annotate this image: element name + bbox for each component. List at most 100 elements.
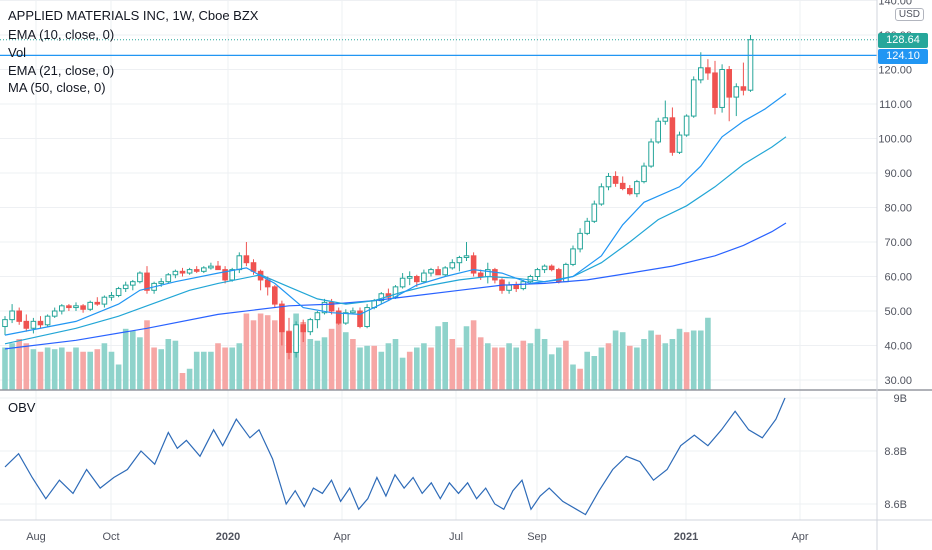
candle-body xyxy=(208,265,214,269)
candle-body xyxy=(428,269,434,274)
obv-line xyxy=(4,397,786,516)
volume-bar xyxy=(570,364,576,390)
candle-body xyxy=(87,301,94,310)
volume-bar xyxy=(676,328,683,390)
candle-body xyxy=(463,255,470,259)
candle-body xyxy=(243,255,250,264)
candle-body xyxy=(279,303,285,333)
volume-bar xyxy=(94,349,101,390)
price-tick-label: 120.00 xyxy=(878,65,912,77)
candle-body xyxy=(492,269,498,281)
candle-body xyxy=(193,269,200,272)
volume-bar xyxy=(627,345,633,390)
candle-body xyxy=(122,284,129,290)
volume-bar xyxy=(321,337,328,390)
volume-bar xyxy=(229,347,235,390)
volume-bar xyxy=(527,343,534,390)
price-tick-label: 100.00 xyxy=(878,134,912,146)
volume-bar xyxy=(307,339,314,390)
volume-bar xyxy=(421,343,427,390)
candle-body xyxy=(321,301,328,314)
candle-body xyxy=(144,272,150,291)
ma50-legend[interactable]: MA (50, close, 0) xyxy=(8,80,106,95)
candle-body xyxy=(2,319,8,328)
vol-legend[interactable]: Vol xyxy=(8,45,27,60)
volume-bar xyxy=(208,351,214,390)
volume-bar xyxy=(137,337,143,390)
last-price-tag: 128.64 xyxy=(878,33,928,48)
candle-body xyxy=(627,188,633,195)
volume-bar xyxy=(563,340,569,390)
volume-bar xyxy=(492,347,498,390)
volume-bar xyxy=(470,320,477,390)
price-tick-label: 40.00 xyxy=(884,341,912,353)
candle-body xyxy=(690,79,697,117)
volume-bar xyxy=(172,340,179,390)
volume-bar xyxy=(158,349,164,390)
volume-bar xyxy=(30,349,37,390)
volume-bar xyxy=(477,337,484,390)
volume-bar xyxy=(541,339,548,390)
volume-bar xyxy=(257,313,264,390)
volume-bar xyxy=(44,347,51,390)
indicator-lines xyxy=(0,39,877,516)
volume-bar xyxy=(520,340,527,390)
time-tick-label: Oct xyxy=(102,531,119,543)
candle-body xyxy=(343,312,349,324)
volume-bar xyxy=(435,326,441,390)
candle-body xyxy=(165,274,172,283)
volume-bar xyxy=(428,347,434,390)
candle-body xyxy=(534,269,541,278)
candle-body xyxy=(705,67,711,74)
price-tick-label: 70.00 xyxy=(884,237,912,249)
ma50-line xyxy=(4,222,787,350)
currency-badge[interactable]: USD xyxy=(894,8,924,21)
volume-bar xyxy=(577,368,583,390)
ema10-legend[interactable]: EMA (10, close, 0) xyxy=(8,27,115,42)
candle-body xyxy=(158,281,164,284)
volume-bar xyxy=(80,351,86,390)
candle-body xyxy=(66,305,72,309)
candle-body xyxy=(648,141,654,167)
volume-bar xyxy=(236,343,243,390)
volume-bar xyxy=(556,347,562,390)
candle-body xyxy=(350,310,356,314)
volume-bars xyxy=(2,309,711,390)
candle-body xyxy=(747,39,754,91)
candle-body xyxy=(179,270,186,274)
volume-bar xyxy=(641,339,647,390)
grid xyxy=(0,0,877,520)
candle-body xyxy=(435,269,441,276)
candle-body xyxy=(94,301,101,305)
volume-bar xyxy=(612,330,619,390)
volume-bar xyxy=(598,347,605,390)
candle-body xyxy=(23,320,30,329)
candle-body xyxy=(130,281,136,286)
time-tick-label: Jul xyxy=(449,531,463,543)
volume-bar xyxy=(591,356,598,390)
candle-body xyxy=(9,310,15,321)
candle-body xyxy=(137,272,143,283)
candle-body xyxy=(172,270,179,276)
candle-body xyxy=(73,305,79,309)
candle-body xyxy=(186,269,193,274)
volume-bar xyxy=(272,320,278,390)
candle-body xyxy=(598,186,605,205)
price-tick-label: 90.00 xyxy=(884,168,912,180)
volume-bar xyxy=(385,343,392,390)
candle-body xyxy=(335,310,342,324)
ema21-legend[interactable]: EMA (21, close, 0) xyxy=(8,63,115,78)
volume-bar xyxy=(215,343,221,390)
volume-bar xyxy=(87,351,93,390)
candle-body xyxy=(300,324,306,333)
candle-body xyxy=(51,310,58,317)
obv-tick-label: 8.8B xyxy=(884,446,907,458)
volume-bar xyxy=(37,351,44,390)
candle-body xyxy=(307,319,314,333)
candle-body xyxy=(726,69,733,98)
chart-title: APPLIED MATERIALS INC, 1W, Cboe BZX xyxy=(8,8,259,23)
price-tick-label: 60.00 xyxy=(884,272,912,284)
candle-body xyxy=(59,305,65,312)
candle-body xyxy=(115,288,122,296)
